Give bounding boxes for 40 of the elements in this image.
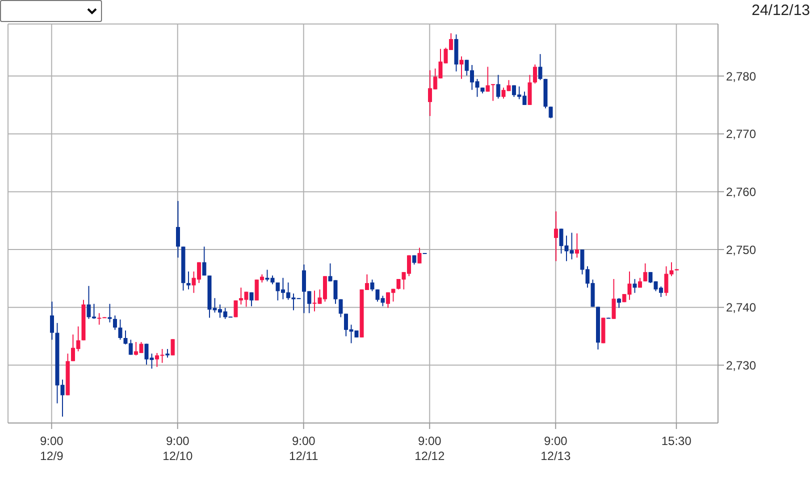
candlestick bbox=[533, 64, 537, 84]
candlestick bbox=[575, 232, 579, 258]
candlestick bbox=[632, 278, 637, 294]
y-tick-label: 2,760 bbox=[726, 184, 756, 199]
y-tick-label: 2,730 bbox=[726, 358, 756, 372]
candlestick bbox=[113, 314, 117, 330]
text: 24/12/13 bbox=[752, 2, 810, 19]
candlestick bbox=[617, 298, 621, 308]
candlestick bbox=[186, 270, 190, 290]
candlestick bbox=[554, 210, 558, 262]
y-tick-label: 2,780 bbox=[726, 69, 756, 84]
y-tick-label: 2,740 bbox=[726, 300, 756, 315]
candlestick bbox=[491, 84, 495, 102]
candlestick bbox=[370, 279, 374, 292]
candlestick bbox=[176, 200, 180, 258]
x-tick-label: 15:30 bbox=[661, 434, 692, 448]
candlestick bbox=[496, 74, 500, 100]
candlestick bbox=[108, 303, 112, 323]
x-tick-label: 9:00 12/12 bbox=[414, 434, 445, 463]
candlestick bbox=[486, 66, 490, 92]
candlestick bbox=[250, 292, 254, 307]
candlestick bbox=[548, 106, 553, 119]
x-tick-label: 9:00 12/9 bbox=[40, 434, 64, 463]
candlestick bbox=[50, 301, 54, 340]
y-tick-label: 2,770 bbox=[726, 127, 756, 142]
x-tick-label: 9:00 12/11 bbox=[289, 434, 319, 463]
candlestick bbox=[538, 54, 542, 81]
candlestick bbox=[118, 318, 122, 340]
candlestick bbox=[170, 338, 175, 356]
candlestick bbox=[460, 56, 464, 80]
candlestick bbox=[643, 262, 648, 282]
y-tick-label: 2,750 bbox=[726, 242, 756, 257]
x-tick-label: 9:00 12/13 bbox=[540, 434, 571, 463]
candlestick bbox=[202, 246, 206, 276]
candlestick bbox=[338, 298, 343, 318]
candlestick bbox=[528, 74, 532, 106]
x-tick-label: 9:00 12/10 bbox=[162, 434, 193, 463]
candlestick bbox=[612, 278, 616, 320]
candlestick bbox=[418, 247, 422, 264]
candlestick bbox=[97, 312, 102, 326]
